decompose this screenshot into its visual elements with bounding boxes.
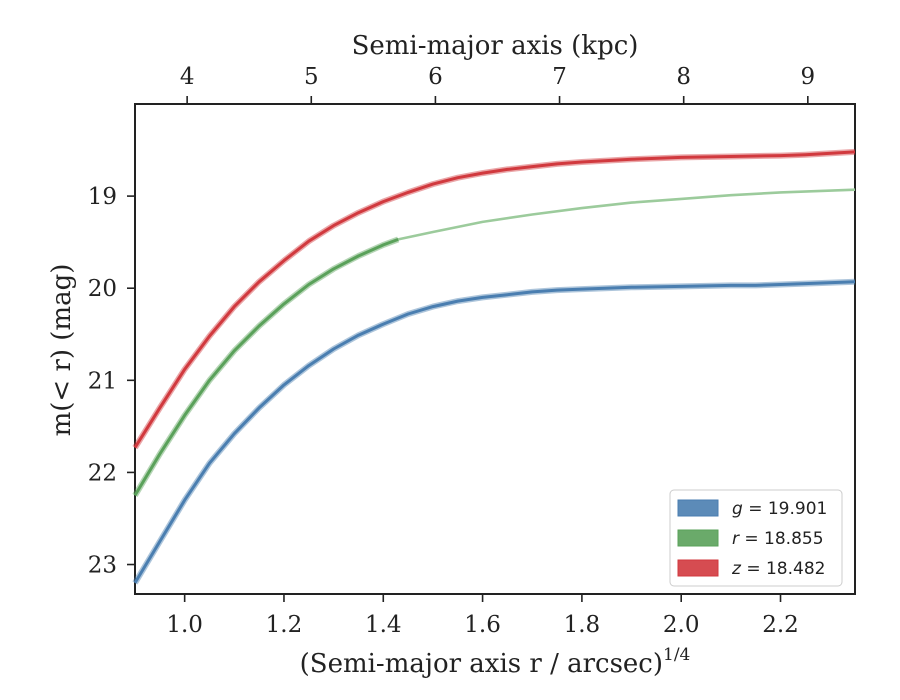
top-tick-label: 6 (428, 64, 443, 90)
series-z-line (133, 150, 856, 449)
left-tick-label: 20 (88, 276, 117, 302)
legend-items: g = 19.901 r = 18.855 z = 18.482 (677, 499, 827, 579)
series-r-extension-line (397, 188, 856, 241)
legend: g = 19.901 r = 18.855 z = 18.482 (669, 489, 843, 587)
bottom-axis-title-main: (Semi-major axis r / arcsec) (300, 649, 663, 679)
bottom-axis-title-superscript: 1/4 (663, 645, 690, 665)
top-tick-label: 9 (801, 64, 816, 90)
legend-label-z: z = 18.482 (731, 559, 825, 579)
bottom-tick-label: 1.2 (266, 612, 303, 638)
plot-frame (134, 103, 856, 595)
bottom-tick-label: 2.0 (663, 612, 700, 638)
bottom-tick-label: 1.4 (365, 612, 402, 638)
top-tick-label: 5 (304, 64, 319, 90)
left-tick-label: 21 (88, 368, 117, 394)
legend-label-g: g = 19.901 (732, 499, 827, 519)
bottom-axis-ticks: 1.0 1.2 1.4 1.6 1.8 2.0 2.2 (166, 594, 799, 638)
top-axis-title: Semi-major axis (kpc) (352, 31, 639, 61)
legend-swatch-g (677, 499, 719, 517)
legend-swatch-z (677, 559, 719, 577)
left-axis-ticks: 19 20 21 22 23 (88, 184, 135, 579)
bottom-tick-label: 1.6 (464, 612, 501, 638)
top-axis-ticks: 4 5 6 7 8 9 (180, 64, 815, 104)
top-tick-label: 7 (552, 64, 567, 90)
bottom-tick-label: 1.8 (564, 612, 601, 638)
bottom-axis-title: (Semi-major axis r / arcsec)1/4 (300, 645, 691, 679)
legend-swatch-r (677, 529, 719, 547)
top-tick-label: 4 (180, 64, 195, 90)
bottom-tick-label: 2.2 (762, 612, 799, 638)
legend-label-r: r = 18.855 (732, 529, 824, 549)
left-tick-label: 19 (88, 184, 117, 210)
series-r-line (133, 237, 399, 497)
left-tick-label: 22 (88, 460, 117, 486)
left-tick-label: 23 (88, 553, 117, 579)
top-tick-label: 8 (676, 64, 691, 90)
y-axis-title: m(< r) (mag) (47, 264, 77, 437)
series-layer (132, 148, 856, 585)
series-g-line (133, 280, 856, 584)
bottom-tick-label: 1.0 (166, 612, 203, 638)
